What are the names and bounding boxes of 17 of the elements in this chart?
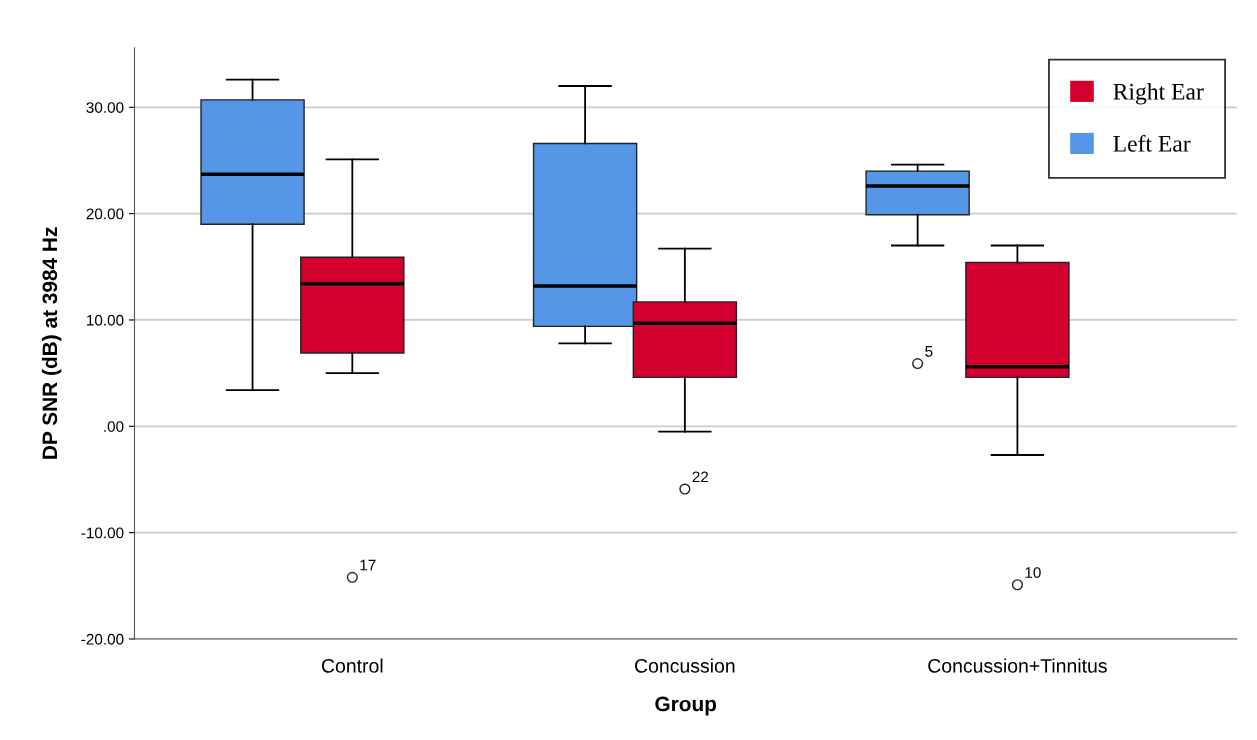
legend-label: Right Ear — [1113, 83, 1204, 105]
x-tick-label: Concussion+Tinnitus — [928, 658, 1107, 673]
y-tick-label: .00 — [104, 421, 124, 432]
y-tick-label: -10.00 — [81, 527, 124, 539]
y-tick-label: -20.00 — [81, 633, 124, 645]
annotation: 5 — [925, 346, 933, 357]
annotation: 10 — [1025, 567, 1041, 578]
x-axis-title: Group — [655, 696, 717, 716]
y-tick-label: 20.00 — [86, 208, 124, 220]
annotation: 22 — [692, 471, 709, 483]
y-axis-title: DP SNR (dB) at 3984 Hz — [41, 227, 62, 459]
y-tick-label: 30.00 — [86, 102, 124, 113]
x-tick-label: Concussion — [635, 658, 735, 673]
annotation: 17 — [360, 559, 376, 571]
y-tick-label: 10.00 — [87, 314, 124, 326]
legend-label: Left Ear — [1113, 134, 1191, 152]
x-tick-label: Control — [321, 658, 383, 673]
